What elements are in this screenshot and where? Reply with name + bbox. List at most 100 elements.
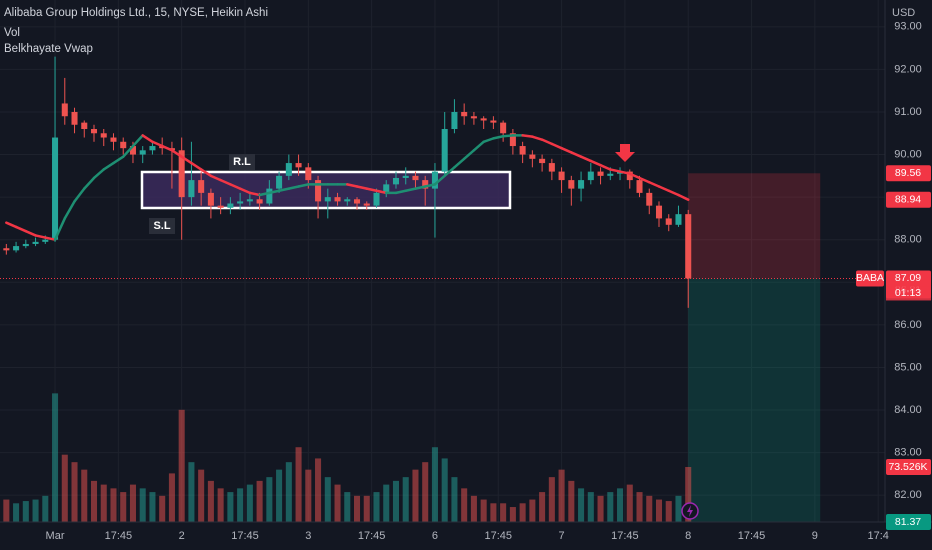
volume-bar — [548, 477, 555, 522]
vwap-segment — [73, 187, 86, 203]
vwap-segment — [599, 163, 612, 171]
vwap-segment — [112, 155, 125, 165]
volume-bar — [110, 488, 117, 522]
vwap-segment — [570, 151, 583, 158]
vwap-segment — [180, 155, 193, 165]
candle-body — [3, 248, 10, 251]
risk-zone — [688, 173, 821, 279]
volume-bar — [402, 477, 409, 522]
volume-bar — [392, 480, 400, 522]
volume-bar — [22, 501, 29, 522]
y-tick-label: 82.00 — [894, 489, 922, 501]
vwap-segment — [365, 187, 378, 192]
chart-title: Alibaba Group Holdings Ltd., 15, NYSE, H… — [4, 7, 268, 19]
vwap-segment — [238, 187, 252, 195]
volume-bar — [597, 495, 604, 522]
vwap-segment — [414, 185, 427, 190]
reward-zone — [688, 278, 821, 522]
volume-bar — [480, 499, 487, 522]
candle-body — [480, 118, 487, 121]
candle-body — [22, 243, 29, 247]
volume-bar — [305, 469, 312, 522]
candle-body — [256, 199, 263, 204]
vwap-segment — [297, 183, 310, 188]
candle-body — [276, 175, 283, 189]
candle-body — [568, 180, 575, 189]
vwap-segment — [560, 146, 573, 154]
vwap-segment — [628, 172, 641, 180]
currency: USD — [892, 7, 915, 19]
volume-bar — [558, 469, 565, 522]
candle-body — [373, 192, 380, 206]
vwap-segment — [375, 189, 388, 195]
vwap-segment — [648, 180, 661, 188]
candle-body — [422, 180, 429, 189]
candle-body — [178, 150, 185, 198]
candle-body — [607, 173, 614, 176]
volume-bar — [363, 495, 370, 522]
vwap-segment — [209, 174, 222, 182]
volume-bar — [198, 469, 205, 522]
entry-label-bg — [886, 270, 931, 287]
candle-body — [470, 116, 477, 119]
vwap-segment — [677, 193, 690, 201]
volume-bar — [519, 503, 526, 522]
volume-bar — [626, 484, 633, 522]
volume-bar — [412, 469, 419, 522]
candle-body — [597, 171, 604, 176]
candle-body — [402, 175, 409, 178]
vwap-segment — [170, 149, 183, 158]
volume-bar — [451, 477, 458, 522]
countdown: 01:13 — [895, 287, 921, 299]
vwap-segment — [14, 225, 28, 233]
volume-bar — [81, 469, 88, 522]
candle-body — [363, 203, 370, 206]
candle-body — [519, 146, 526, 155]
countdown-bg — [886, 286, 931, 301]
vwap-segment — [404, 187, 417, 192]
candle-body — [217, 205, 224, 208]
vwap-segment — [160, 144, 174, 152]
candle-body — [685, 214, 692, 279]
volume-bar — [568, 480, 575, 522]
volume-bar — [159, 495, 166, 522]
vwap-segment — [540, 138, 554, 146]
volume-bar — [52, 393, 59, 522]
alert-icon-bolt — [687, 505, 693, 517]
vwap-segment — [346, 183, 359, 188]
vwap-segment — [492, 134, 505, 140]
volume-bar — [246, 484, 253, 522]
volume-bar — [188, 462, 195, 522]
candle-body — [412, 175, 419, 181]
annotation: S.L — [153, 220, 170, 232]
x-tick-label: 8 — [685, 530, 691, 542]
volume-bar — [607, 492, 614, 522]
volume-bar — [539, 492, 546, 522]
volume-bar — [470, 495, 477, 522]
y-tick-label: 84.00 — [894, 404, 922, 416]
volume-bar — [578, 488, 585, 522]
candle-body — [334, 197, 341, 202]
vwap-label-bg — [886, 191, 931, 208]
vwap-segment — [44, 236, 57, 241]
volume-bar — [373, 492, 380, 522]
candle-body — [548, 163, 555, 172]
candle-body — [139, 150, 146, 155]
volume-bar — [168, 473, 175, 522]
volume-bar — [685, 467, 692, 522]
volume-bar — [675, 495, 682, 522]
vwap-segment — [579, 155, 593, 163]
vwap-segment — [277, 187, 291, 192]
vwap-segment — [121, 144, 135, 158]
candle-body — [344, 199, 351, 202]
candle-body — [129, 146, 136, 155]
candle-body — [587, 171, 594, 181]
volume-bar — [71, 462, 78, 522]
candle-body — [646, 192, 653, 206]
candle-body — [558, 171, 565, 181]
vwap-segment — [258, 191, 271, 197]
x-tick-label: 7 — [559, 530, 565, 542]
candle-body — [90, 129, 98, 134]
volume-bar — [315, 458, 322, 522]
